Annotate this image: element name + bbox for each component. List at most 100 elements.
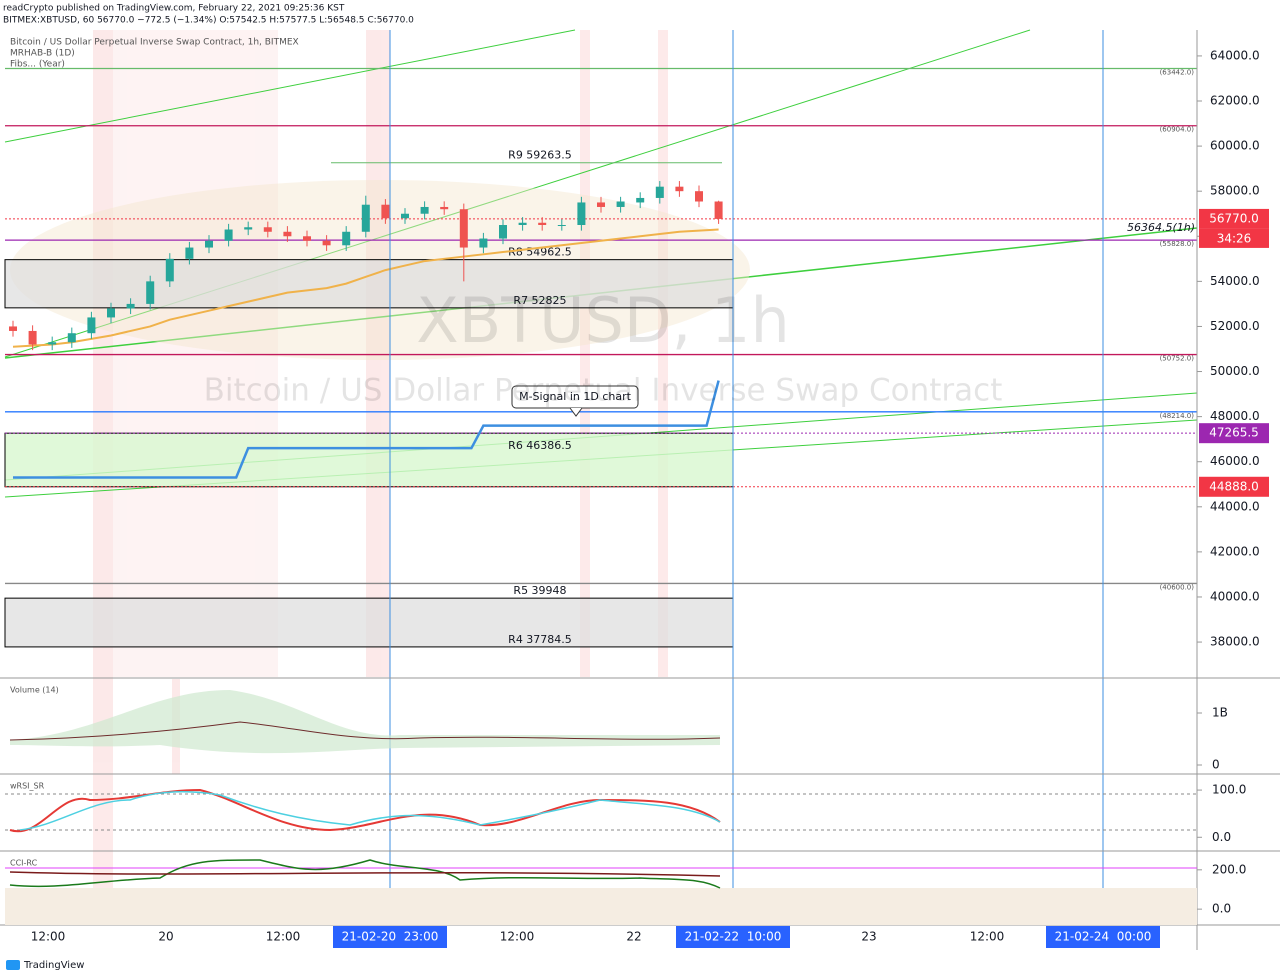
volume-line (9, 721, 721, 741)
candle-body (538, 222, 547, 226)
candle-body (146, 281, 155, 304)
legend-item: MRHAB-B (1D) (10, 49, 75, 59)
candle-body (263, 227, 272, 232)
time-label: 20 (158, 930, 173, 944)
countdown: 34:26 (1217, 231, 1252, 245)
candle-body (28, 330, 37, 345)
candle-body (499, 225, 507, 239)
legend-item: Fibs... (Year) (10, 60, 65, 70)
main-pane: (63442.0) (60904.0) (55828.0) (50752.0) (482… (4, 67, 1197, 648)
y-tick-label: 100.0 (1212, 783, 1246, 797)
candle-body (655, 186, 664, 198)
candle-body (361, 204, 370, 232)
pane-title: Volume (14) (10, 686, 59, 695)
logo (6, 960, 20, 970)
level-label: (55828.0) (1160, 240, 1195, 248)
candle-body (87, 317, 96, 334)
overlay: 64000.062000.060000.058000.056000.054000… (10, 48, 1269, 948)
candle-body (342, 231, 351, 246)
candle-body (636, 197, 645, 203)
time-label: 23 (861, 930, 876, 944)
y-tick-label: 44000.0 (1210, 499, 1260, 513)
y-tick-label: 52000.0 (1210, 319, 1260, 333)
candle-body (165, 258, 174, 282)
candle-body (9, 326, 17, 331)
pane-title: wRSI_SR (10, 782, 45, 791)
pivot-label: R4 37784.5 (508, 633, 572, 646)
volume-cloud (10, 690, 720, 754)
candle-body (597, 202, 605, 207)
time-label: 21-02-20 23:00 (342, 930, 439, 944)
y-tick-label: 48000.0 (1210, 409, 1260, 423)
vertical-markers (389, 30, 1104, 925)
zone-box (4, 597, 734, 648)
level-label: (63442.0) (1160, 69, 1195, 77)
pivot-label: R5 39948 (513, 584, 566, 597)
y-tick-label: 38000.0 (1210, 635, 1260, 649)
cci-band (5, 888, 1197, 925)
time-badge (676, 926, 790, 948)
footer: TradingView (23, 960, 84, 971)
time-label: 12:00 (266, 930, 301, 944)
y-tick-label: 58000.0 (1210, 184, 1260, 198)
level-label: (50752.0) (1160, 355, 1195, 363)
candle-body (381, 204, 390, 219)
pivot-label: R9 59263.5 (508, 149, 572, 162)
candle-body (303, 236, 311, 241)
candle-body (185, 247, 194, 259)
candle-body (322, 240, 331, 246)
y-tick-label: 54000.0 (1210, 274, 1260, 288)
candle-body (675, 186, 684, 192)
time-label: 21-02-22 10:00 (685, 930, 782, 944)
candle-body (518, 222, 527, 226)
price-badge (1199, 208, 1269, 229)
y-tick-label: 42000.0 (1210, 544, 1260, 558)
callout-tail (569, 407, 583, 417)
candle-body (224, 229, 233, 241)
y-tick-label: 0.0 (1212, 830, 1231, 844)
legend-item: Bitcoin / US Dollar Perpetual Inverse Sw… (10, 38, 299, 48)
y-tick-label: 0 (1212, 758, 1220, 772)
callout-label: M-Signal in 1D chart (519, 390, 632, 403)
candle-body (283, 231, 292, 237)
level-label: (48214.0) (1160, 412, 1195, 420)
time-label: 12:00 (31, 930, 66, 944)
y-tick-label: 0.0 (1212, 902, 1231, 916)
zone-box (4, 259, 734, 309)
y-tick-label: 40000.0 (1210, 589, 1260, 603)
candle-body (616, 201, 625, 207)
price-badge-label: 56770.0 (1209, 211, 1259, 225)
m-signal (13, 380, 720, 479)
price-badge (1199, 423, 1269, 444)
candle-body (459, 209, 468, 248)
watermark-sub: Bitcoin / US Dollar Perpetual Inverse Sw… (204, 373, 1003, 409)
time-label: 12:00 (970, 930, 1005, 944)
price-badge-label: 44888.0 (1209, 479, 1259, 493)
line-note: 56364.5(1h) (1127, 221, 1195, 234)
pivot-label: R7 52825 (513, 294, 566, 307)
y-tick-label: 1B (1212, 706, 1228, 720)
y-tick-label: 64000.0 (1210, 48, 1260, 62)
publisher: readCrypto published on TradingView.com,… (3, 4, 345, 14)
symbol-line: BITMEX:XBTUSD, 60 56770.0 −772.5 (−1.34%… (3, 16, 414, 26)
candle-body (244, 227, 253, 230)
session-shading (93, 30, 668, 925)
footer-bg (0, 952, 1280, 977)
candle-body (557, 225, 566, 227)
candle-body (440, 206, 449, 210)
candle-body (67, 333, 76, 343)
time-badge (1046, 926, 1160, 948)
time-label: 21-02-24 00:00 (1055, 930, 1152, 944)
moving-average (12, 228, 719, 348)
candle-body (205, 240, 213, 248)
candle-body (107, 308, 115, 318)
level-label: (40600.0) (1160, 583, 1195, 591)
y-tick-label: 62000.0 (1210, 94, 1260, 108)
candle-body (401, 213, 409, 219)
cci-line (9, 859, 721, 889)
candle-body (48, 342, 57, 345)
pane-title: CCI-RC (10, 859, 38, 868)
y-tick-label: 200.0 (1212, 862, 1246, 876)
candle-body (577, 202, 586, 226)
